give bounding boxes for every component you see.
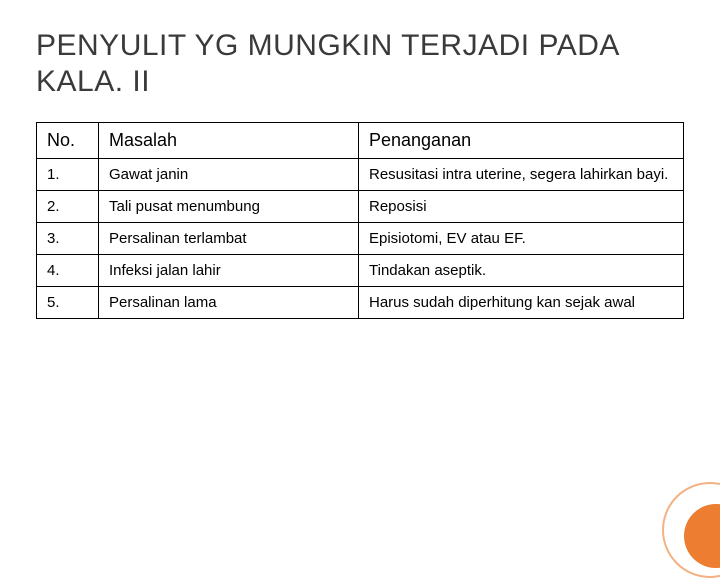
table-row: 3. Persalinan terlambat Episiotomi, EV a… — [37, 223, 684, 255]
cell-no: 1. — [37, 159, 99, 191]
cell-masalah: Persalinan lama — [99, 287, 359, 319]
table-row: 4. Infeksi jalan lahir Tindakan aseptik. — [37, 255, 684, 287]
cell-penanganan: Tindakan aseptik. — [359, 255, 684, 287]
table-row: 1. Gawat janin Resusitasi intra uterine,… — [37, 159, 684, 191]
slide: PENYULIT YG MUNGKIN TERJADI PADA KALA. I… — [0, 0, 720, 540]
cell-penanganan: Harus sudah diperhitung kan sejak awal — [359, 287, 684, 319]
cell-masalah: Persalinan terlambat — [99, 223, 359, 255]
cell-no: 2. — [37, 191, 99, 223]
col-header-no: No. — [37, 123, 99, 159]
col-header-penanganan: Penanganan — [359, 123, 684, 159]
cell-no: 5. — [37, 287, 99, 319]
slide-title: PENYULIT YG MUNGKIN TERJADI PADA KALA. I… — [36, 28, 684, 100]
cell-masalah: Tali pusat menumbung — [99, 191, 359, 223]
table-header-row: No. Masalah Penanganan — [37, 123, 684, 159]
cell-penanganan: Resusitasi intra uterine, segera lahirka… — [359, 159, 684, 191]
cell-no: 4. — [37, 255, 99, 287]
complications-table: No. Masalah Penanganan 1. Gawat janin Re… — [36, 122, 684, 319]
cell-no: 3. — [37, 223, 99, 255]
table-row: 2. Tali pusat menumbung Reposisi — [37, 191, 684, 223]
cell-masalah: Infeksi jalan lahir — [99, 255, 359, 287]
cell-masalah: Gawat janin — [99, 159, 359, 191]
cell-penanganan: Reposisi — [359, 191, 684, 223]
col-header-masalah: Masalah — [99, 123, 359, 159]
table-row: 5. Persalinan lama Harus sudah diperhitu… — [37, 287, 684, 319]
cell-penanganan: Episiotomi, EV atau EF. — [359, 223, 684, 255]
